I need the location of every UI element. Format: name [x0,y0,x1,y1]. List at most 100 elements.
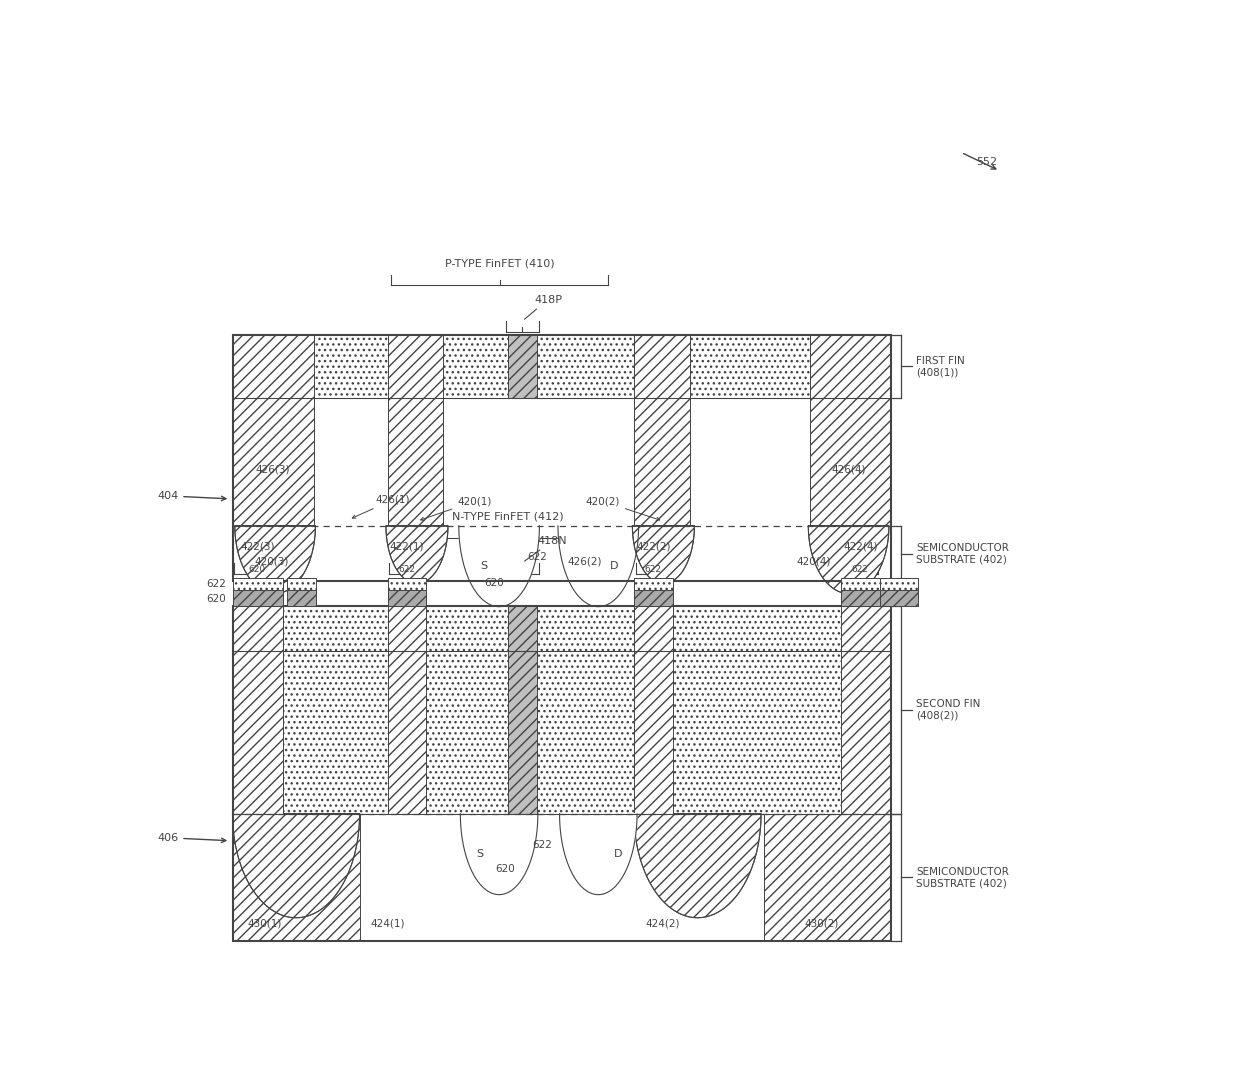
Bar [387,606,427,651]
Text: N-TYPE FinFET (412): N-TYPE FinFET (412) [451,512,563,522]
Polygon shape [632,525,694,583]
Bar [764,814,892,941]
Text: 424(1): 424(1) [371,919,404,929]
Polygon shape [632,525,694,583]
Text: 552: 552 [977,157,998,168]
Bar [841,606,892,651]
Text: 418P: 418P [525,294,562,319]
Bar [841,591,879,606]
Polygon shape [634,814,761,918]
Text: 420(4): 420(4) [796,556,831,567]
Polygon shape [460,814,538,895]
Text: 422(4): 422(4) [843,542,878,552]
Bar [233,335,314,398]
Bar [387,398,444,525]
Text: SECOND FIN
(408(2)): SECOND FIN (408(2)) [916,699,981,720]
Polygon shape [234,525,315,594]
Polygon shape [559,814,637,895]
Bar [810,335,892,398]
Text: 620: 620 [645,579,662,588]
Bar [233,591,283,606]
Bar [879,578,919,591]
Text: 430(1): 430(1) [248,919,283,929]
Text: P-TYPE FinFET (410): P-TYPE FinFET (410) [445,258,554,268]
Text: 622: 622 [895,579,915,589]
Bar [233,606,892,941]
Bar [841,578,879,591]
Polygon shape [233,814,360,918]
Text: 620: 620 [249,566,265,574]
Bar [286,591,316,606]
Text: 430(2): 430(2) [805,919,838,929]
Text: SEMICONDUCTOR
SUBSTRATE (402): SEMICONDUCTOR SUBSTRATE (402) [916,867,1009,888]
Text: 420(1): 420(1) [420,496,491,520]
Text: SEMICONDUCTOR
SUBSTRATE (402): SEMICONDUCTOR SUBSTRATE (402) [916,543,1009,565]
Bar [841,651,892,814]
Text: 424(2): 424(2) [645,919,680,929]
Text: D: D [614,849,622,859]
Text: 622: 622 [645,566,662,574]
Text: 418N: 418N [525,535,568,561]
Bar [634,591,672,606]
Bar [233,335,892,581]
Bar [233,606,283,651]
Text: 426(1): 426(1) [352,495,410,518]
Text: 426(3): 426(3) [255,464,290,474]
Text: 622: 622 [527,553,547,562]
Bar [233,651,892,814]
Text: 622: 622 [852,566,869,574]
Text: 620: 620 [895,594,915,604]
Bar [233,606,892,651]
Text: 422(1): 422(1) [389,542,424,552]
Text: D: D [610,561,618,571]
Bar [879,591,919,606]
Bar [634,398,689,525]
Bar [233,398,892,525]
Text: 620: 620 [484,578,503,588]
Text: 422(3): 422(3) [241,542,275,552]
Text: 406: 406 [157,833,226,843]
Bar [810,398,892,525]
Bar [233,606,892,941]
Polygon shape [386,525,448,583]
Polygon shape [808,525,889,594]
Bar [634,651,672,814]
Text: S: S [476,849,484,859]
Text: 620: 620 [496,863,515,873]
Text: 422(2): 422(2) [636,542,671,552]
Polygon shape [634,814,761,918]
Bar [634,578,672,591]
Bar [387,651,427,814]
Text: 622: 622 [532,840,552,850]
Bar [634,335,689,398]
Text: S: S [480,561,487,571]
Bar [233,814,360,941]
Text: 622: 622 [206,579,226,589]
Text: 620: 620 [207,594,226,604]
Text: 404: 404 [157,490,226,501]
Polygon shape [234,525,315,594]
Bar [507,335,537,398]
Text: 420(2): 420(2) [585,496,660,521]
Bar [634,606,672,651]
Bar [507,606,537,651]
Bar [233,335,892,398]
Bar [233,335,892,581]
Polygon shape [558,525,639,607]
Bar [286,578,316,591]
Polygon shape [233,814,360,918]
Text: 426(2): 426(2) [568,556,603,567]
Bar [233,651,283,814]
Text: 420(3): 420(3) [254,556,289,567]
Bar [233,398,314,525]
Polygon shape [459,525,539,607]
Bar [387,578,427,591]
Polygon shape [386,525,448,583]
Bar [387,591,427,606]
Bar [233,578,283,591]
Bar [507,651,537,814]
Polygon shape [808,525,889,594]
Bar [387,335,444,398]
Text: FIRST FIN
(408(1)): FIRST FIN (408(1)) [916,355,965,377]
Text: 622: 622 [398,566,415,574]
